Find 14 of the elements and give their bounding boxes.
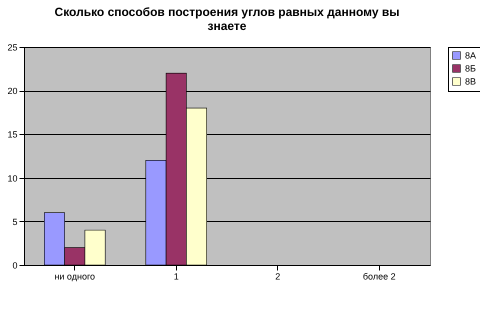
x-tick-label: более 2 [362,272,396,282]
x-tick-label: 2 [275,272,280,282]
legend-label: 8В [465,76,476,86]
y-tick-label: 20 [7,86,18,96]
y-tick-label: 25 [7,42,18,52]
x-tick-label: 1 [174,272,179,282]
y-tick-label: 5 [12,216,18,227]
y-tick-label: 15 [7,130,18,140]
legend-label: 8А [465,50,476,60]
x-tick-label: ни одного [54,272,96,282]
legend-label: 8Б [465,64,476,74]
y-tick-label: 0 [12,260,18,270]
y-tick-label: 10 [7,173,18,184]
chart-title: Сколько способов построения углов равных данному вы знаете [54,5,400,33]
